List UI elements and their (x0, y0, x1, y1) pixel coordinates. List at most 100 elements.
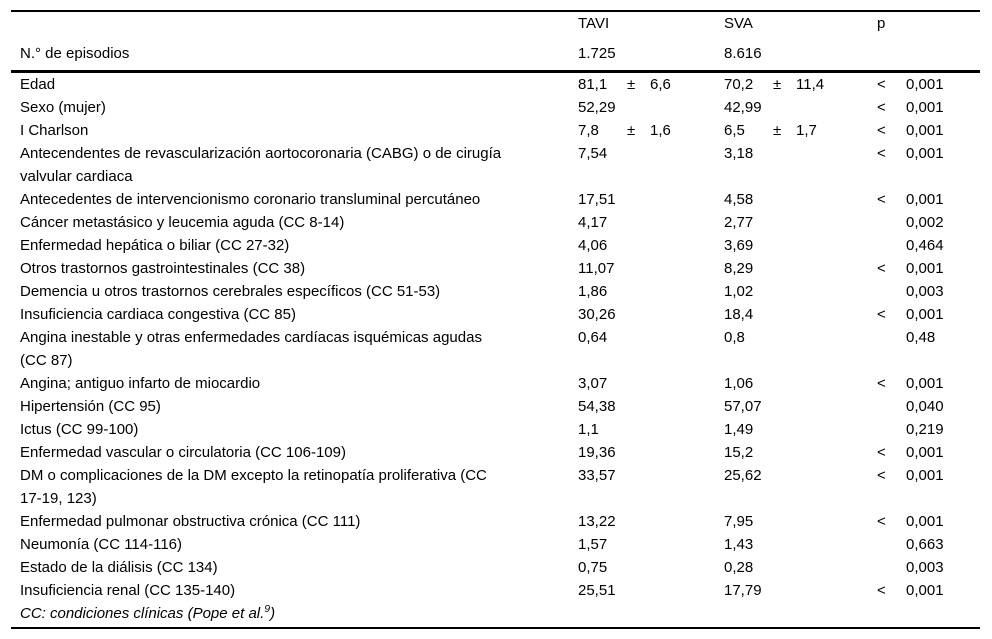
tavi-value-cell: 1,57 (569, 533, 715, 556)
tavi-mean: 7,8 (578, 122, 599, 139)
p-value-cell: <0,001 (868, 441, 980, 464)
table-row: Enfermedad vascular o circulatoria (CC 1… (11, 441, 980, 464)
row-label: Estado de la diálisis (CC 134) (20, 559, 218, 576)
episodes-count-row: N.° de episodios 1.725 8.616 (11, 35, 980, 72)
table-row: Sexo (mujer) 52,29 42,99 <0,001 (11, 96, 980, 119)
sva-value-cell: 18,4 (715, 303, 868, 326)
p-value: 0,002 (906, 214, 944, 231)
p-value: 0,001 (906, 191, 944, 208)
tavi-value-cell: 7,8 ±1,6 (569, 119, 715, 142)
table-row: Cáncer metastásico y leucemia aguda (CC … (11, 211, 980, 234)
p-value: 0,001 (906, 99, 944, 116)
tavi-mean: 1,86 (578, 283, 608, 300)
sva-value-cell: 1,43 (715, 533, 868, 556)
footnote: CC: condiciones clínicas (Pope et al.9) (11, 602, 980, 628)
sva-value-cell: 0,28 (715, 556, 868, 579)
sva-value-cell: 8,29 (715, 257, 868, 280)
footnote-close: ) (270, 605, 276, 622)
sva-mean: 2,77 (724, 214, 754, 231)
tavi-mean: 52,29 (578, 99, 616, 116)
row-label: Antecedentes de intervencionismo coronar… (20, 191, 481, 208)
tavi-mean: 1,57 (578, 536, 608, 553)
p-value-cell: <0,001 (868, 510, 980, 533)
sva-mean: 3,18 (724, 145, 754, 162)
sva-mean: 3,69 (724, 237, 754, 254)
less-than-sign: < (877, 76, 886, 93)
footnote-text: CC: condiciones clínicas (Pope et al. (20, 605, 265, 622)
p-value: 0,003 (906, 559, 944, 576)
p-value: 0,001 (906, 375, 944, 392)
table-row: I Charlson 7,8 ±1,6 6,5 ±1,7 <0,001 (11, 119, 980, 142)
sva-value-cell: 3,18 (715, 142, 868, 188)
table-row: Antecedentes de intervencionismo coronar… (11, 188, 980, 211)
sva-value-cell: 1,02 (715, 280, 868, 303)
sva-mean: 7,95 (724, 513, 754, 530)
p-value: 0,001 (906, 145, 944, 162)
subheader-sva-count: 8.616 (724, 45, 762, 62)
table-row: Insuficiencia renal (CC 135-140) 25,51 1… (11, 579, 980, 602)
table-row: Angina; antiguo infarto de miocardio 3,0… (11, 372, 980, 395)
plus-minus-sign: ± (627, 122, 636, 139)
tavi-sd: 1,6 (650, 122, 671, 139)
row-label: Angina inestable y otras enfermedades ca… (20, 329, 482, 369)
less-than-sign: < (877, 122, 886, 139)
row-label: Neumonía (CC 114-116) (20, 536, 183, 553)
row-label: Angina; antiguo infarto de miocardio (20, 375, 261, 392)
row-label: Enfermedad pulmonar obstructiva crónica … (20, 513, 361, 530)
sva-value-cell: 42,99 (715, 96, 868, 119)
sva-mean: 1,02 (724, 283, 754, 300)
tavi-mean: 0,75 (578, 559, 608, 576)
sva-value-cell: 0,8 (715, 326, 868, 372)
row-label: Demencia u otros trastornos cerebrales e… (20, 283, 441, 300)
tavi-mean: 7,54 (578, 145, 608, 162)
p-value-cell: <0,001 (868, 96, 980, 119)
tavi-value-cell: 13,22 (569, 510, 715, 533)
sva-mean: 17,79 (724, 582, 762, 599)
p-value-cell: 0,003 (868, 280, 980, 303)
less-than-sign: < (877, 191, 886, 208)
p-value-cell: 0,464 (868, 234, 980, 257)
row-label: Antecendentes de revascularización aorto… (20, 145, 502, 185)
table-row: Neumonía (CC 114-116) 1,57 1,43 0,663 (11, 533, 980, 556)
table-row: Ictus (CC 99-100) 1,1 1,49 0,219 (11, 418, 980, 441)
p-value: 0,003 (906, 283, 944, 300)
plus-minus-sign: ± (773, 76, 782, 93)
tavi-mean: 1,1 (578, 421, 599, 438)
tavi-mean: 0,64 (578, 329, 608, 346)
tavi-value-cell: 1,1 (569, 418, 715, 441)
table-row: Enfermedad pulmonar obstructiva crónica … (11, 510, 980, 533)
tavi-mean: 30,26 (578, 306, 616, 323)
footnote-superscript: 9 (264, 603, 271, 615)
col-header-sva: SVA (724, 15, 753, 32)
table-row: Enfermedad hepática o biliar (CC 27-32) … (11, 234, 980, 257)
row-label: Edad (20, 76, 56, 93)
sva-mean: 1,43 (724, 536, 754, 553)
sva-value-cell: 1,49 (715, 418, 868, 441)
sva-value-cell: 25,62 (715, 464, 868, 510)
less-than-sign: < (877, 99, 886, 116)
subheader-tavi-count: 1.725 (578, 45, 616, 62)
p-value: 0,001 (906, 260, 944, 277)
row-label: Insuficiencia renal (CC 135-140) (20, 582, 236, 599)
p-value-cell: <0,001 (868, 579, 980, 602)
p-value: 0,001 (906, 582, 944, 599)
p-value: 0,663 (906, 536, 944, 553)
table-row: Edad 81,1 ±6,6 70,2 ±11,4 <0,001 (11, 72, 980, 97)
sva-value-cell: 57,07 (715, 395, 868, 418)
sva-mean: 18,4 (724, 306, 754, 323)
table-body: Edad 81,1 ±6,6 70,2 ±11,4 <0,001 Sexo (muj… (11, 72, 980, 603)
tavi-value-cell: 25,51 (569, 579, 715, 602)
sva-value-cell: 17,79 (715, 579, 868, 602)
sva-mean: 4,58 (724, 191, 754, 208)
tavi-value-cell: 19,36 (569, 441, 715, 464)
tavi-mean: 25,51 (578, 582, 616, 599)
tavi-value-cell: 81,1 ±6,6 (569, 72, 715, 97)
plus-minus-sign: ± (773, 122, 782, 139)
tavi-value-cell: 54,38 (569, 395, 715, 418)
table-row: DM o complicaciones de la DM excepto la … (11, 464, 980, 510)
tavi-value-cell: 4,06 (569, 234, 715, 257)
table-row: Hipertensión (CC 95) 54,38 57,07 0,040 (11, 395, 980, 418)
sva-value-cell: 70,2 ±11,4 (715, 72, 868, 97)
tavi-value-cell: 4,17 (569, 211, 715, 234)
p-value-cell: 0,663 (868, 533, 980, 556)
